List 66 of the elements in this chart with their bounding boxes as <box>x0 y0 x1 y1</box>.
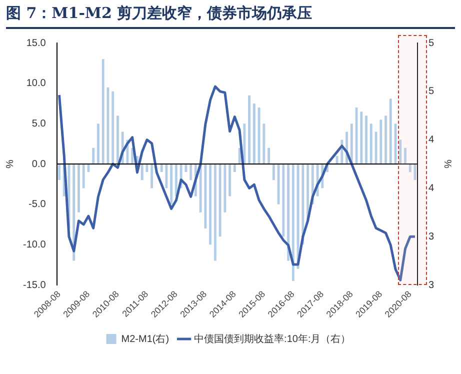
bar <box>399 140 402 164</box>
bar <box>218 164 222 237</box>
bar <box>233 164 236 172</box>
bar <box>102 59 104 164</box>
bar <box>170 164 173 204</box>
y-tick-label: -5.0 <box>28 199 46 210</box>
y2-tick-label: 5 <box>428 38 434 49</box>
bar <box>262 124 266 164</box>
bar <box>389 98 392 164</box>
y-tick-label: 5.0 <box>32 118 46 130</box>
bar <box>165 164 168 188</box>
bar <box>160 164 163 172</box>
bar <box>380 120 382 164</box>
bar <box>209 164 212 245</box>
bar <box>258 108 260 164</box>
legend-label: M2-M1(右) <box>121 334 170 345</box>
y-tick-label: 15.0 <box>26 38 46 49</box>
y2-tick-label: 3 <box>428 280 434 291</box>
bar <box>106 87 110 164</box>
bar <box>292 164 294 281</box>
bar <box>204 164 207 229</box>
bar <box>384 116 387 164</box>
bar <box>82 164 85 188</box>
chart-title: 图 7：M1-M2 剪刀差收窄，债券市场仍承压 <box>6 4 455 29</box>
legend-label: 中债国债到期收益率:10年:月（右） <box>194 332 351 345</box>
y-axis-title: % <box>4 159 16 168</box>
bar <box>365 116 368 164</box>
bar <box>228 164 232 196</box>
y-tick-label: 10.0 <box>26 78 46 90</box>
bar <box>243 124 246 164</box>
bar <box>268 148 270 164</box>
bar <box>78 164 80 212</box>
bar <box>58 164 60 180</box>
bar <box>97 124 100 164</box>
bar <box>296 164 300 269</box>
y-tick-label: 0.0 <box>32 158 46 170</box>
y2-tick-label: 4 <box>428 182 434 194</box>
y-tick-label: -10.0 <box>22 239 46 250</box>
bar <box>174 164 178 196</box>
bar <box>140 164 144 180</box>
bar <box>252 104 256 164</box>
y2-tick-label: 3 <box>428 231 434 242</box>
bar <box>184 164 188 172</box>
y-tick-label: -15.0 <box>22 280 46 291</box>
bar <box>277 164 280 204</box>
bar <box>150 164 154 188</box>
bar <box>282 164 285 237</box>
bar <box>146 164 148 172</box>
bar <box>248 95 251 164</box>
y2-tick-label: 5 <box>428 86 434 98</box>
bar <box>190 164 192 180</box>
bar <box>360 112 363 164</box>
y2-tick-label: 4 <box>428 134 434 146</box>
bar <box>370 124 372 164</box>
bar <box>350 124 353 164</box>
y2-axis-title: % <box>441 160 452 169</box>
bar <box>272 164 275 180</box>
bar <box>408 164 412 172</box>
bar <box>214 164 216 261</box>
bar <box>404 148 406 164</box>
bar <box>287 164 290 261</box>
bar <box>224 164 226 212</box>
bar <box>116 116 119 164</box>
bar <box>199 164 202 212</box>
bar <box>112 91 114 164</box>
bar <box>92 148 95 164</box>
